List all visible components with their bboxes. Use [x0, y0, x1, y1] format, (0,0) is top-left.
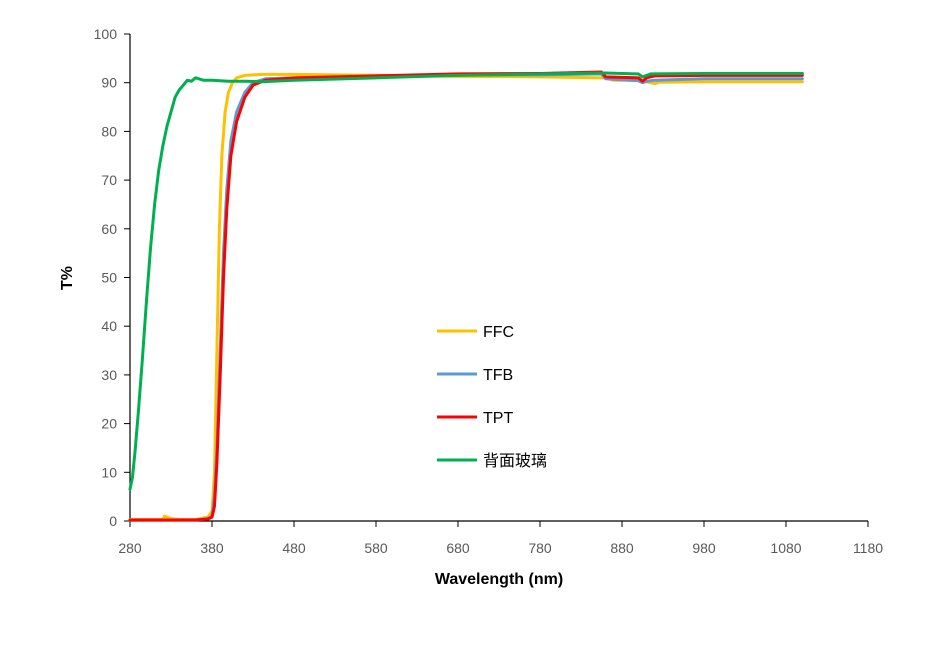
y-tick-label: 90	[101, 75, 117, 91]
x-axis-ticks: 280 380 480 580 680 780 880 980 1080 1180	[118, 521, 883, 556]
y-tick-label: 0	[109, 513, 117, 529]
x-tick-label: 380	[200, 540, 224, 556]
x-tick-label: 1080	[770, 540, 801, 556]
y-tick-label: 20	[101, 416, 117, 432]
legend-label: FFC	[483, 324, 514, 341]
legend: FFC TFB TPT 背面玻璃	[437, 324, 547, 470]
series-group	[128, 70, 804, 522]
y-tick-label: 50	[101, 270, 117, 286]
y-tick-label: 60	[101, 221, 117, 237]
x-axis-title: Wavelength (nm)	[435, 571, 563, 588]
y-tick-label: 10	[101, 464, 117, 480]
x-tick-label: 480	[282, 540, 306, 556]
legend-label: TPT	[483, 410, 513, 427]
y-tick-label: 40	[101, 318, 117, 334]
series-line-4	[128, 71, 804, 491]
x-tick-label: 880	[610, 540, 634, 556]
x-tick-label: 980	[692, 540, 716, 556]
legend-label: TFB	[483, 367, 513, 384]
y-tick-label: 80	[101, 123, 117, 139]
y-tick-label: 100	[94, 26, 118, 42]
y-tick-label: 30	[101, 367, 117, 383]
legend-label: 背面玻璃	[483, 452, 547, 470]
series-line-2	[128, 72, 804, 522]
y-tick-label: 70	[101, 172, 117, 188]
x-tick-label: 280	[118, 540, 142, 556]
x-tick-label: 780	[528, 540, 552, 556]
x-tick-label: 680	[446, 540, 470, 556]
x-tick-label: 1180	[853, 540, 883, 556]
y-axis-ticks: 0 10 20 30 40 50 60 70 80 90 100	[94, 26, 130, 529]
x-tick-label: 580	[364, 540, 388, 556]
y-axis-title: T%	[59, 266, 76, 290]
